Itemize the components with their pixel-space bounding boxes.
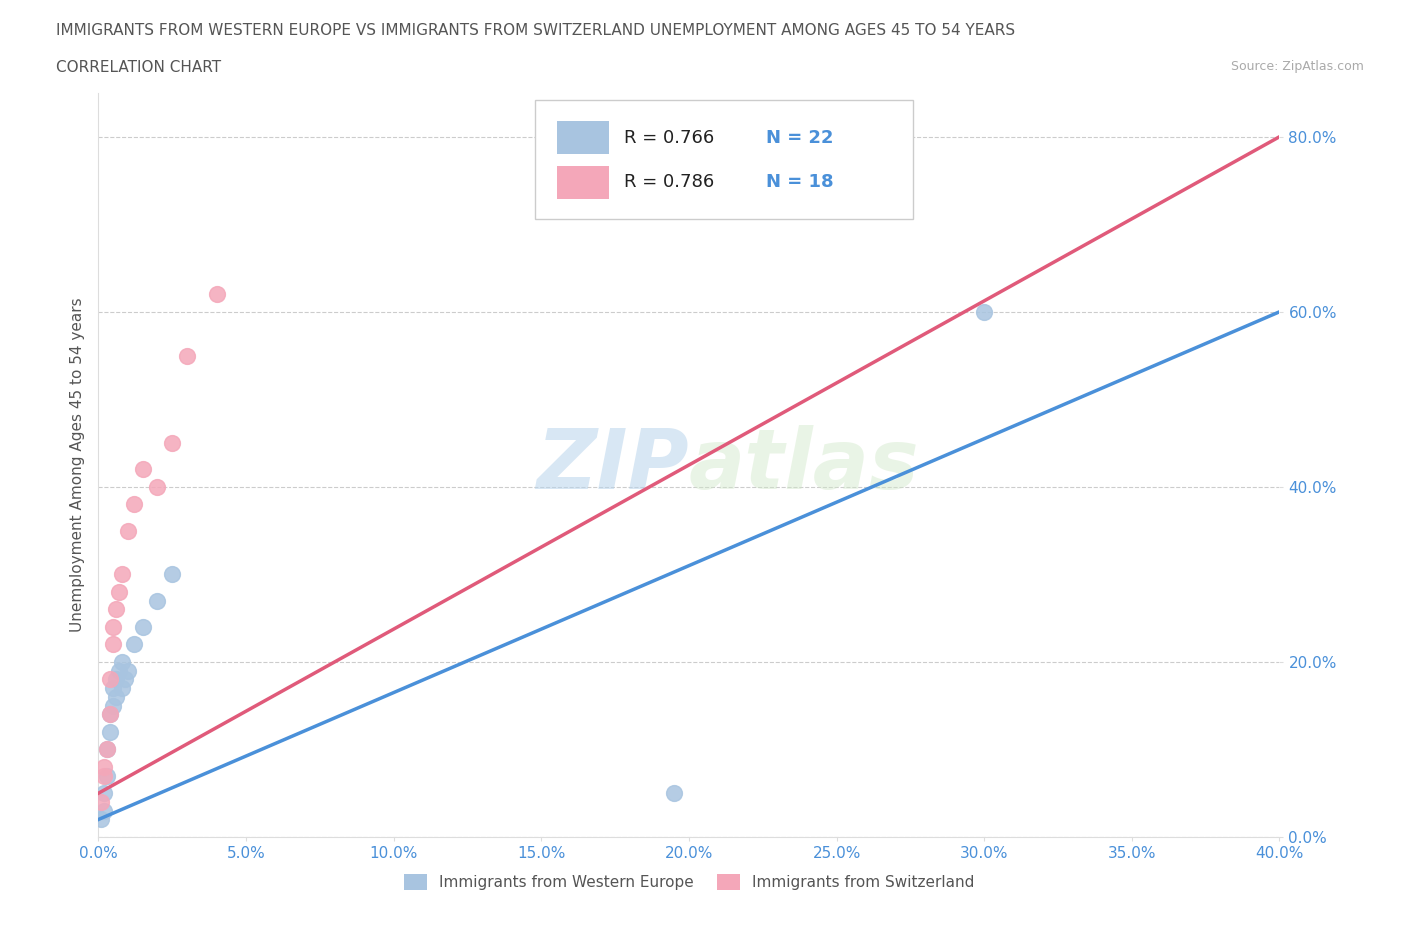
Text: Source: ZipAtlas.com: Source: ZipAtlas.com	[1230, 60, 1364, 73]
Point	[105, 689, 128, 704]
Point	[90, 812, 112, 827]
Point	[98, 672, 121, 687]
Point	[114, 672, 136, 687]
Point	[105, 672, 128, 687]
Point	[96, 742, 118, 757]
Point	[146, 593, 169, 608]
FancyBboxPatch shape	[557, 166, 609, 199]
Point	[103, 619, 125, 634]
Point	[98, 707, 121, 722]
Point	[117, 663, 139, 678]
Point	[96, 768, 118, 783]
Point	[90, 794, 112, 809]
Text: N = 22: N = 22	[766, 128, 834, 147]
Point	[117, 524, 139, 538]
Point	[103, 637, 125, 652]
Point	[973, 304, 995, 319]
Point	[122, 497, 145, 512]
Point	[122, 637, 145, 652]
Point	[132, 462, 155, 477]
Point	[146, 480, 169, 495]
Legend: Immigrants from Western Europe, Immigrants from Switzerland: Immigrants from Western Europe, Immigran…	[398, 868, 980, 897]
Text: IMMIGRANTS FROM WESTERN EUROPE VS IMMIGRANTS FROM SWITZERLAND UNEMPLOYMENT AMONG: IMMIGRANTS FROM WESTERN EUROPE VS IMMIGR…	[56, 23, 1015, 38]
Point	[664, 786, 686, 801]
FancyBboxPatch shape	[536, 100, 914, 219]
Point	[108, 584, 131, 599]
Text: R = 0.766: R = 0.766	[624, 128, 714, 147]
Point	[93, 804, 115, 818]
Point	[108, 663, 131, 678]
Point	[205, 286, 228, 301]
Point	[162, 435, 183, 450]
Text: R = 0.786: R = 0.786	[624, 173, 714, 192]
Point	[111, 655, 134, 670]
Y-axis label: Unemployment Among Ages 45 to 54 years: Unemployment Among Ages 45 to 54 years	[69, 298, 84, 632]
Point	[111, 567, 134, 582]
Point	[103, 698, 125, 713]
Point	[111, 681, 134, 696]
Point	[93, 760, 115, 775]
Point	[162, 567, 183, 582]
Point	[105, 602, 128, 617]
Text: CORRELATION CHART: CORRELATION CHART	[56, 60, 221, 75]
Point	[98, 724, 121, 739]
Point	[176, 348, 198, 363]
Point	[93, 768, 115, 783]
Text: ZIP: ZIP	[536, 424, 689, 506]
Text: N = 18: N = 18	[766, 173, 834, 192]
Point	[96, 742, 118, 757]
Point	[93, 786, 115, 801]
FancyBboxPatch shape	[557, 121, 609, 154]
Text: atlas: atlas	[689, 424, 920, 506]
Point	[98, 707, 121, 722]
Point	[103, 681, 125, 696]
Point	[132, 619, 155, 634]
